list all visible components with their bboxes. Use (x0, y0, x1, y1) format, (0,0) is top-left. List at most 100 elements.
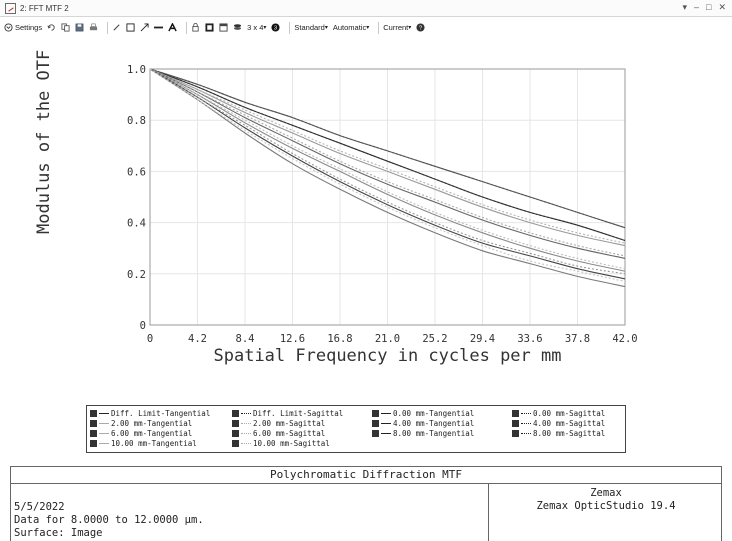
chart-tick-labels: 0 4.2 8.4 12.6 16.8 21.0 25.2 29.4 33.6 37.8 42.0 0… (127, 64, 638, 345)
svg-text:3: 3 (274, 26, 277, 32)
legend-line-swatch (241, 412, 251, 414)
legend-grid: Diff. Limit-Tangential Diff. Limit-Sagitt… (90, 408, 622, 448)
zoom-fit-icon (205, 23, 214, 32)
software-info: Zemax Zemax OpticStudio 19.4 (488, 484, 723, 541)
y-tick-label: 0.2 (127, 269, 146, 281)
draw-line-button[interactable] (112, 21, 121, 35)
auto-update-icon: 3 (271, 23, 280, 32)
legend-checkbox[interactable] (232, 439, 239, 447)
legend-checkbox[interactable] (90, 429, 97, 437)
company-name: Zemax (590, 487, 622, 499)
close-button[interactable]: ✕ (718, 2, 726, 12)
legend-label: Diff. Limit-Sagittal (253, 408, 344, 418)
series-line (149, 68, 626, 272)
copy-button[interactable] (61, 21, 70, 35)
x-tick-label: 29.4 (470, 333, 495, 345)
refresh-icon (47, 24, 55, 31)
x-tick-label: 8.4 (236, 333, 255, 345)
legend-checkbox[interactable] (372, 409, 379, 417)
legend-item: 8.00 mm-Sagittal (512, 428, 622, 438)
window-layout-icon (219, 23, 228, 32)
layout-button[interactable] (219, 21, 228, 35)
legend-label: 10.00 mm-Tangential (111, 438, 197, 448)
y-tick-label: 0.8 (127, 115, 146, 127)
chart-legend: Diff. Limit-Tangential Diff. Limit-Sagitt… (86, 405, 626, 453)
legend-checkbox[interactable] (512, 429, 519, 437)
standard-dropdown[interactable]: Standard (294, 21, 327, 35)
chevron-down-circle-icon (4, 23, 13, 32)
legend-checkbox[interactable] (372, 429, 379, 437)
legend-empty-cell (512, 438, 622, 448)
legend-line-swatch (241, 432, 251, 434)
series-line (149, 68, 626, 288)
legend-item: 4.00 mm-Tangential (372, 418, 512, 428)
x-tick-label: 42.0 (612, 333, 637, 345)
x-tick-label: 37.8 (565, 333, 590, 345)
settings-button[interactable]: Settings (4, 21, 42, 35)
automatic-dropdown[interactable]: Automatic (333, 21, 369, 35)
legend-label: 8.00 mm-Sagittal (533, 428, 606, 438)
toolbar: Settings 3 x 4 3 Standard Aut (0, 18, 732, 37)
legend-line-swatch (99, 432, 109, 434)
legend-checkbox[interactable] (232, 419, 239, 427)
legend-item: 8.00 mm-Tangential (372, 428, 512, 438)
save-button[interactable] (75, 21, 84, 35)
legend-checkbox[interactable] (232, 409, 239, 417)
lock-button[interactable] (191, 21, 200, 35)
title-bar: 2: FFT MTF 2 ▾ – □ ✕ (0, 0, 732, 17)
analysis-title: Polychromatic Diffraction MTF (11, 467, 721, 484)
minimize-button[interactable]: – (694, 2, 700, 12)
mtf-chart: 0 4.2 8.4 12.6 16.8 21.0 25.2 29.4 33.6 37.8 42.0 0… (127, 64, 638, 345)
legend-line-swatch (521, 412, 531, 414)
x-tick-label: 0 (147, 333, 153, 345)
stack-button[interactable] (233, 21, 242, 35)
help-button[interactable]: ? (416, 21, 425, 35)
legend-label: 2.00 mm-Tangential (111, 418, 193, 428)
auto-update-button[interactable]: 3 (271, 21, 280, 35)
legend-item: 0.00 mm-Sagittal (512, 408, 622, 418)
legend-checkbox[interactable] (512, 419, 519, 427)
legend-label: 0.00 mm-Sagittal (533, 408, 606, 418)
pencil-icon (113, 24, 120, 31)
x-tick-label: 25.2 (422, 333, 447, 345)
maximize-button[interactable]: □ (706, 2, 712, 12)
series-line (149, 68, 626, 283)
legend-checkbox[interactable] (90, 409, 97, 417)
legend-line-swatch (241, 442, 251, 444)
print-button[interactable] (89, 21, 98, 35)
legend-item: Diff. Limit-Tangential (90, 408, 232, 418)
legend-checkbox[interactable] (90, 439, 97, 447)
refresh-button[interactable] (47, 21, 56, 35)
draw-rectangle-button[interactable] (126, 21, 135, 35)
add-text-button[interactable] (168, 21, 177, 35)
text-icon (168, 23, 177, 32)
legend-checkbox[interactable] (372, 419, 379, 427)
surface-name: Surface: Image (14, 527, 103, 539)
copy-icon (61, 23, 70, 32)
y-tick-label: 1.0 (127, 64, 146, 76)
legend-item: 10.00 mm-Tangential (90, 438, 232, 448)
series-line (149, 68, 626, 275)
legend-checkbox[interactable] (512, 409, 519, 417)
legend-checkbox[interactable] (232, 429, 239, 437)
grid-layout-dropdown[interactable]: 3 x 4 (247, 21, 266, 35)
series-line (149, 68, 626, 257)
plot-area: 0 4.2 8.4 12.6 16.8 21.0 25.2 29.4 33.6 37.8 42.0 0… (0, 38, 732, 466)
save-icon (75, 23, 84, 32)
current-dropdown[interactable]: Current (383, 21, 411, 35)
info-panel: Polychromatic Diffraction MTF 5/5/2022 D… (10, 466, 722, 541)
zoom-fit-button[interactable] (205, 21, 214, 35)
legend-checkbox[interactable] (90, 419, 97, 427)
window-menu-button[interactable]: ▾ (682, 2, 687, 12)
help-icon: ? (416, 23, 425, 32)
arrow-icon (140, 23, 149, 32)
x-tick-label: 16.8 (327, 333, 352, 345)
draw-hline-button[interactable] (154, 21, 164, 35)
draw-arrow-button[interactable] (140, 21, 149, 35)
legend-label: 6.00 mm-Tangential (111, 428, 193, 438)
legend-label: 10.00 mm-Sagittal (253, 438, 330, 448)
legend-item: 0.00 mm-Tangential (372, 408, 512, 418)
legend-line-swatch (99, 422, 109, 424)
series-line (149, 68, 626, 280)
stack-icon (234, 24, 242, 30)
